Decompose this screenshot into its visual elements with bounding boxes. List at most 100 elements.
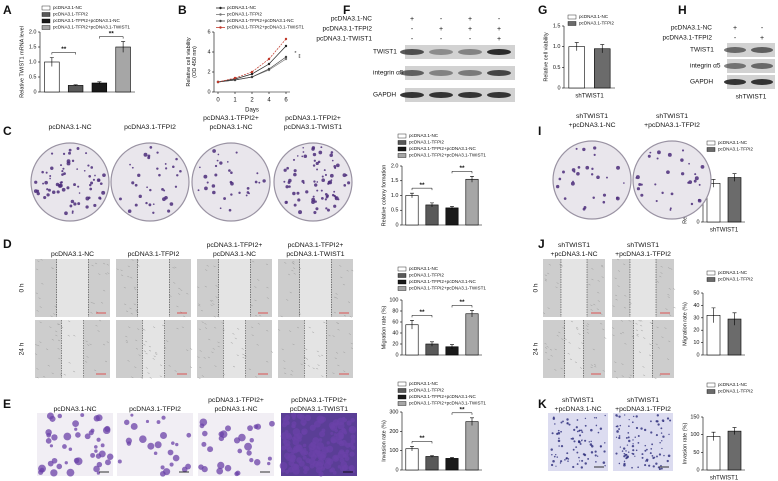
cell-texture [41, 283, 44, 285]
cell [604, 442, 606, 444]
cell-texture [102, 343, 106, 346]
cell-texture [639, 324, 643, 327]
cell [645, 458, 649, 462]
legend-marker [219, 19, 222, 23]
cell-texture [570, 320, 574, 323]
cell [145, 419, 150, 424]
cell-texture [159, 375, 162, 377]
cell-texture [49, 326, 52, 328]
cell-texture [597, 291, 600, 294]
cell-texture [120, 269, 123, 272]
cell-texture [586, 328, 589, 331]
colony [203, 174, 208, 179]
cell-texture [155, 353, 158, 355]
colony [592, 196, 595, 200]
cell [590, 451, 594, 454]
colony [326, 208, 330, 212]
cell [56, 463, 63, 470]
wound-gap [218, 259, 251, 317]
cell-texture [94, 369, 97, 372]
cell-texture [37, 344, 40, 347]
colony [329, 173, 334, 178]
blot-band [458, 49, 482, 55]
colony [145, 201, 148, 205]
error-bar [410, 192, 414, 198]
blot-band [458, 92, 482, 98]
legend-label: pcDNA3.1-NC [718, 140, 748, 145]
cell [186, 432, 192, 438]
error-bar [470, 417, 474, 426]
cell-texture [636, 333, 639, 336]
panel-letter: F [343, 3, 350, 17]
cell-texture [256, 344, 259, 346]
cell [302, 455, 307, 460]
colony [99, 197, 102, 200]
image-label: pcDNA3.1-TFPI2+ [285, 115, 341, 122]
cell-texture [578, 333, 581, 335]
colony [62, 152, 66, 155]
blot-band [487, 92, 511, 98]
cell-texture [57, 348, 60, 350]
cell [656, 414, 659, 417]
cell [96, 461, 103, 468]
legend-label: pcDNA3.1-TFPI2+pcDNA3.1-NC [227, 18, 294, 23]
cell-texture [311, 331, 315, 334]
condition-sign: - [411, 26, 414, 33]
colony [161, 188, 164, 191]
colony [214, 173, 218, 177]
cell [566, 452, 569, 455]
cell-texture [591, 278, 594, 281]
cell-texture [621, 375, 624, 377]
colony [312, 164, 316, 167]
cell-texture [612, 334, 615, 337]
cell-texture [654, 377, 657, 379]
cell-texture [266, 361, 269, 363]
colony [330, 179, 333, 181]
cell-texture [254, 286, 257, 288]
cell-texture [136, 311, 139, 313]
colony [293, 169, 297, 173]
cell-texture [562, 327, 565, 329]
band-label: TWIST1 [690, 47, 714, 54]
cell-texture [303, 356, 306, 359]
colony [73, 183, 76, 187]
colony [288, 185, 291, 188]
point [284, 55, 288, 59]
cell [641, 456, 644, 459]
cell [649, 452, 652, 455]
cell [578, 456, 580, 459]
cell-texture [615, 377, 619, 379]
panel-letter: J [538, 237, 545, 251]
cell [304, 414, 312, 422]
cell-texture [198, 304, 201, 307]
cell-texture [58, 357, 61, 360]
cell-texture [198, 377, 201, 379]
colony [693, 179, 697, 183]
cell [267, 456, 272, 461]
colony [61, 170, 64, 173]
cell-texture [604, 337, 607, 339]
cell-texture [47, 365, 50, 367]
cell-texture [337, 364, 340, 367]
colony [206, 181, 209, 184]
colony [635, 177, 638, 179]
cell-texture [335, 352, 339, 354]
blot-band [487, 49, 511, 55]
cell [249, 438, 254, 443]
colony [256, 172, 259, 175]
wound-gap [223, 320, 246, 378]
legend-label: pcDNA3.1-TFPI2 [409, 388, 444, 393]
cell [339, 466, 345, 472]
legend-swatch [397, 266, 407, 272]
colony [50, 152, 54, 155]
colony [293, 203, 297, 207]
condition-label: pcDNA3.1-NC [671, 25, 712, 32]
cell-texture [127, 275, 130, 278]
cell-texture [57, 323, 61, 326]
cell-texture [121, 274, 124, 277]
cell-texture [292, 260, 295, 263]
cell [596, 455, 599, 457]
legend-label: pcDNA3.1-TFPI2 [718, 389, 753, 394]
point [267, 57, 271, 61]
cell [175, 442, 179, 447]
